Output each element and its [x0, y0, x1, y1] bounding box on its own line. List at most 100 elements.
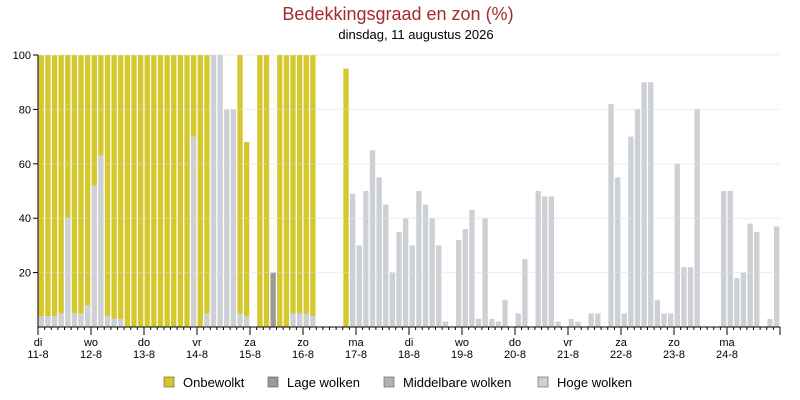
- bar-segment: [674, 163, 680, 327]
- bar-segment: [747, 223, 753, 327]
- bar-segment: [296, 55, 303, 314]
- bar-segment: [502, 299, 508, 327]
- bar-segment: [171, 55, 177, 327]
- x-tick-day-label: wo: [83, 337, 98, 349]
- bar-segment: [197, 55, 203, 327]
- x-tick-day-label: zo: [668, 337, 680, 349]
- bar-segment: [118, 55, 124, 319]
- bar-segment: [455, 239, 462, 327]
- bar-segment: [71, 55, 78, 314]
- bar-segment: [277, 55, 283, 327]
- bar-segment: [263, 55, 270, 327]
- bar-segment: [257, 55, 263, 327]
- x-tick-date-label: 21-8: [557, 349, 579, 361]
- legend-label: Middelbare wolken: [403, 375, 511, 390]
- bar-segment: [416, 191, 422, 327]
- x-tick-date-label: 24-8: [716, 349, 738, 361]
- bar-segment: [45, 55, 51, 317]
- bar-segment: [349, 193, 356, 327]
- bar-segment: [595, 313, 601, 327]
- bar-segment: [51, 55, 58, 317]
- bar-segment: [111, 318, 117, 327]
- x-tick-day-label: di: [34, 337, 43, 349]
- x-tick-date-label: 19-8: [451, 349, 473, 361]
- bar-segment: [548, 196, 555, 327]
- legend-label: Hoge wolken: [557, 375, 632, 390]
- y-tick-label: 20: [19, 268, 31, 280]
- bar-segment: [542, 196, 548, 327]
- x-tick-day-label: wo: [454, 337, 469, 349]
- bar-segment: [157, 55, 164, 327]
- y-tick-label: 100: [13, 50, 31, 62]
- bar-segment: [588, 313, 594, 327]
- x-tick-date-label: 20-8: [504, 349, 526, 361]
- x-tick-day-label: ma: [348, 337, 364, 349]
- bar-segment: [84, 55, 91, 306]
- bar-segment: [628, 136, 634, 327]
- bar-segment: [495, 321, 502, 327]
- bar-segment: [396, 231, 402, 327]
- bar-segment: [475, 318, 482, 327]
- bar-segment: [754, 231, 760, 327]
- bar-segment: [283, 55, 290, 327]
- bar-segment: [78, 313, 84, 327]
- bar-segment: [58, 313, 64, 327]
- bar-segment: [462, 229, 468, 327]
- legend-label: Onbewolkt: [183, 375, 245, 390]
- bar-segment: [137, 55, 144, 327]
- bar-segment: [489, 318, 495, 327]
- bar-segment: [442, 321, 449, 327]
- bar-segment: [522, 259, 528, 327]
- x-tick-date-label: 15-8: [239, 349, 261, 361]
- bar-segment: [111, 55, 117, 319]
- bar-segment: [243, 316, 250, 327]
- bar-segment: [310, 55, 316, 317]
- bar-segment: [237, 313, 243, 327]
- x-tick-day-label: vr: [563, 337, 573, 349]
- bar-segment: [727, 191, 733, 327]
- bar-segment: [436, 245, 442, 327]
- bar-segment: [310, 316, 316, 327]
- bar-segment: [555, 321, 561, 327]
- bar-segment: [78, 55, 84, 314]
- y-tick-label: 40: [19, 213, 31, 225]
- bar-segment: [45, 316, 51, 327]
- bar-segment: [296, 313, 303, 327]
- bar-segment: [84, 305, 91, 327]
- x-tick-date-label: 11-8: [27, 349, 48, 361]
- bar-segment: [98, 55, 104, 156]
- legend-swatch: [267, 376, 279, 388]
- bar-segment: [144, 55, 150, 327]
- chart-subtitle: dinsdag, 11 augustus 2026: [338, 27, 493, 42]
- legend-swatch: [163, 376, 175, 388]
- bar-segment: [270, 272, 276, 327]
- x-tick-date-label: 12-8: [80, 349, 102, 361]
- bar-segment: [237, 55, 243, 314]
- x-tick-date-label: 16-8: [292, 349, 314, 361]
- x-tick-day-label: zo: [297, 337, 309, 349]
- bar-segment: [641, 82, 647, 327]
- bar-segment: [681, 267, 687, 327]
- x-tick-day-label: do: [509, 337, 521, 349]
- bar-segment: [104, 316, 111, 327]
- legend: Onbewolkt Lage wolken Middelbare wolken Hog…: [163, 375, 632, 390]
- bar-segment: [118, 318, 124, 327]
- x-tick-day-label: za: [244, 337, 257, 349]
- x-tick-day-label: di: [405, 337, 414, 349]
- bar-segment: [38, 55, 44, 317]
- y-tick-label: 80: [19, 104, 31, 116]
- x-tick-day-label: ma: [719, 337, 735, 349]
- bar-segment: [740, 272, 747, 327]
- bar-segment: [51, 316, 58, 327]
- bar-segment: [648, 82, 654, 327]
- bar-segment: [290, 55, 296, 314]
- bar-segment: [184, 55, 190, 327]
- bar-segment: [204, 55, 210, 314]
- bar-segment: [303, 55, 309, 314]
- bar-segment: [734, 278, 740, 327]
- bar-segment: [91, 55, 97, 186]
- legend-swatch: [383, 376, 395, 388]
- bar-segment: [767, 318, 773, 327]
- bar-segment: [535, 191, 541, 327]
